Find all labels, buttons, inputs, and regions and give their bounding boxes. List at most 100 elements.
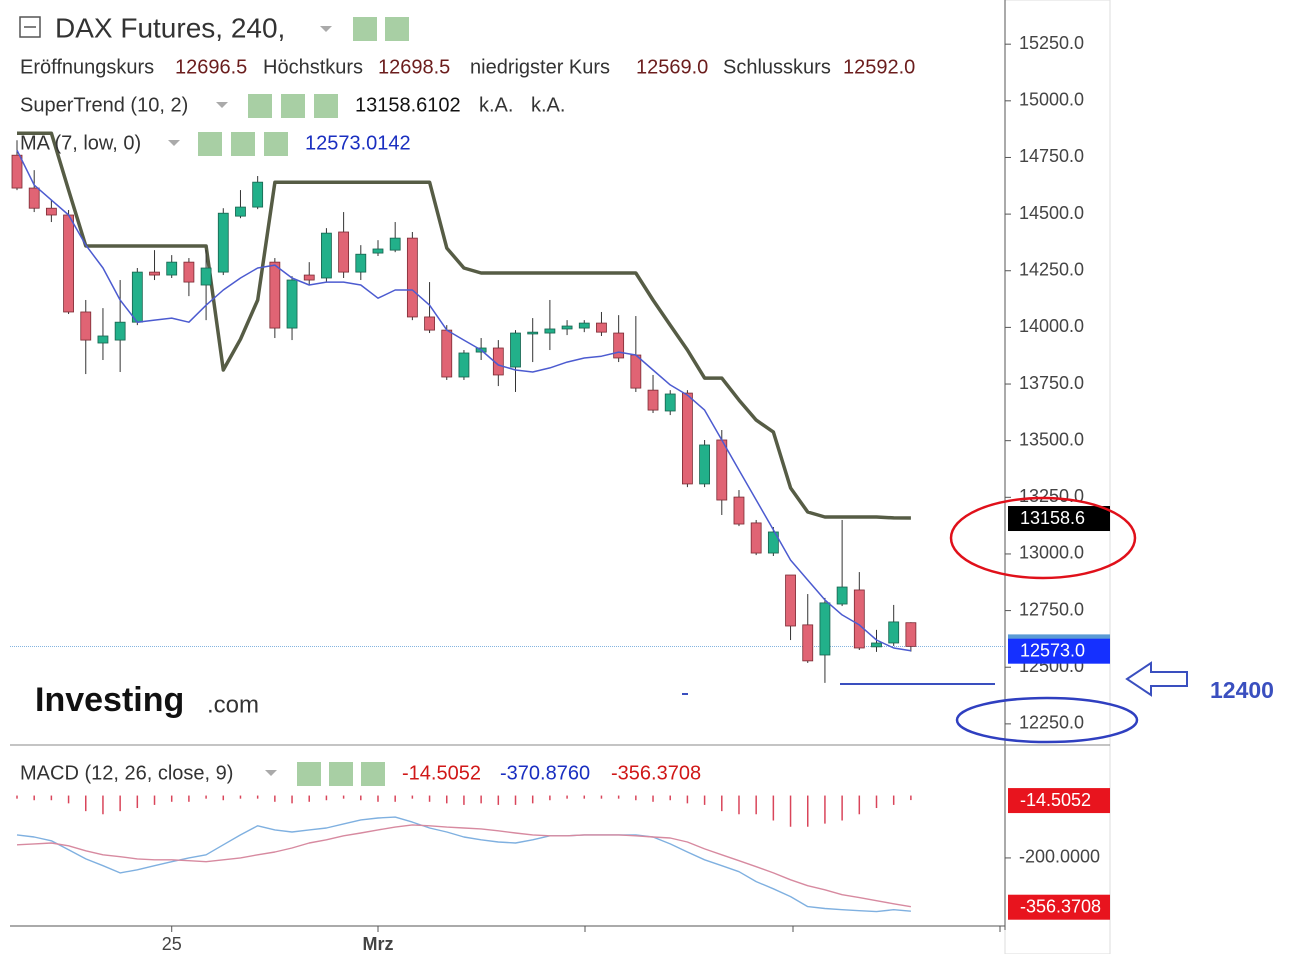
collapse-button[interactable] <box>19 16 41 38</box>
logo: Investing <box>35 681 184 719</box>
close-button[interactable] <box>361 762 385 786</box>
eye-button[interactable] <box>248 94 272 118</box>
settings-button[interactable] <box>231 132 255 156</box>
indicator-value: 12573.0142 <box>305 132 411 154</box>
candle-body <box>166 261 178 276</box>
highlight-ellipse <box>955 696 1139 744</box>
candle-body <box>286 279 298 329</box>
indicator-value: k.A. <box>479 94 513 116</box>
candle-body <box>131 271 143 323</box>
chart-title: DAX Futures, 240, <box>55 12 285 43</box>
candle-body <box>613 332 625 359</box>
indicator-value: -14.5052 <box>402 762 481 784</box>
candle-body <box>578 322 590 329</box>
y-tick-label: -200.0000 <box>1019 847 1100 867</box>
highlight-ellipse <box>949 496 1137 580</box>
candle-body <box>733 496 745 525</box>
y-tick-label: 13000.0 <box>1019 543 1084 563</box>
price-tag <box>1008 638 1110 664</box>
x-tick-label: 25 <box>162 934 182 954</box>
candle-body <box>664 393 676 412</box>
overlay: 13158.612592.012573.0-14.5052-356.3708 <box>1008 506 1110 920</box>
candle-body <box>149 271 160 276</box>
dropdown[interactable] <box>265 770 277 776</box>
candle-body <box>888 621 900 644</box>
ohlc-label: Schlusskurs <box>723 56 831 78</box>
eye-button[interactable] <box>297 762 321 786</box>
dropdown[interactable] <box>216 102 228 108</box>
candle-body <box>45 207 57 216</box>
candle-body <box>510 332 521 368</box>
candle-body <box>406 237 418 318</box>
candle-body <box>819 602 831 656</box>
close-button[interactable] <box>314 94 338 118</box>
y-tick-label: 12250.0 <box>1019 713 1084 733</box>
eye-button[interactable] <box>353 17 377 41</box>
candle-body <box>871 642 882 648</box>
candle-body <box>217 212 229 273</box>
candle-body <box>11 154 23 189</box>
candle-body <box>441 329 453 378</box>
plot: 15250.0 15000.0 14750.0 14500.0 14250.0 14000… <box>10 33 1100 954</box>
price-tag-label: -356.3708 <box>1020 896 1101 916</box>
candle-body <box>303 274 315 281</box>
indicator-label: MA (7, low, 0) <box>20 132 141 154</box>
dropdown[interactable] <box>320 26 332 32</box>
candle-body <box>561 325 573 330</box>
settings-button[interactable] <box>385 17 409 41</box>
candle-body <box>424 316 435 331</box>
ohlc-value: 12592.0 <box>843 56 915 78</box>
y-tick-label: 14500.0 <box>1019 203 1084 223</box>
price-tag <box>1008 788 1110 814</box>
y-tick-label: 15000.0 <box>1019 90 1084 110</box>
candle-body <box>699 444 710 485</box>
ohlc-value: 12696.5 <box>175 56 247 78</box>
candle-body <box>544 328 556 334</box>
y-tick-label: 14000.0 <box>1019 316 1084 336</box>
candle-body <box>63 214 74 313</box>
x-tick-label: Mrz <box>362 934 393 954</box>
candle-body <box>269 261 281 329</box>
indicator-value: -370.8760 <box>500 762 590 784</box>
y-tick-label: 13500.0 <box>1019 429 1084 449</box>
indicator-line <box>17 131 911 520</box>
indicator-line <box>16 149 912 652</box>
candle-body <box>836 586 848 605</box>
y-tick-label: 12750.0 <box>1019 599 1084 619</box>
candle-body <box>252 181 264 208</box>
price-tag <box>1008 506 1110 532</box>
close-button[interactable] <box>264 132 288 156</box>
indicator-value: 13158.6102 <box>355 94 461 116</box>
candle-body <box>802 624 814 662</box>
candle-body <box>596 322 607 333</box>
candle-body <box>767 531 779 554</box>
candle-body <box>527 331 539 335</box>
candle-body <box>355 253 367 273</box>
candle-body <box>785 574 796 627</box>
candle-body <box>853 589 865 649</box>
settings-button[interactable] <box>281 94 305 118</box>
price-tag-label: -14.5052 <box>1020 790 1091 810</box>
candle-body <box>905 622 917 647</box>
price-tag-label: 13158.6 <box>1020 508 1085 528</box>
ohlc-value: 12698.5 <box>378 56 450 78</box>
ohlc-label: niedrigster Kurs <box>470 56 610 78</box>
candle-body <box>372 248 384 254</box>
candle-body <box>80 311 92 341</box>
settings-button[interactable] <box>329 762 353 786</box>
candle-body <box>97 335 109 344</box>
indicator-label: SuperTrend (10, 2) <box>20 94 188 116</box>
candle-body <box>682 392 693 485</box>
annotation-text: 12400 <box>1210 677 1274 703</box>
candle-body <box>321 232 332 279</box>
candle-body <box>28 187 40 209</box>
logo: .com <box>207 691 259 718</box>
dropdown[interactable] <box>168 140 180 146</box>
indicator-line <box>16 824 912 908</box>
ohlc-label: Höchstkurs <box>263 56 363 78</box>
candle-body <box>183 261 195 283</box>
candle-body <box>200 267 212 286</box>
eye-button[interactable] <box>198 132 222 156</box>
candle-body <box>458 352 470 378</box>
